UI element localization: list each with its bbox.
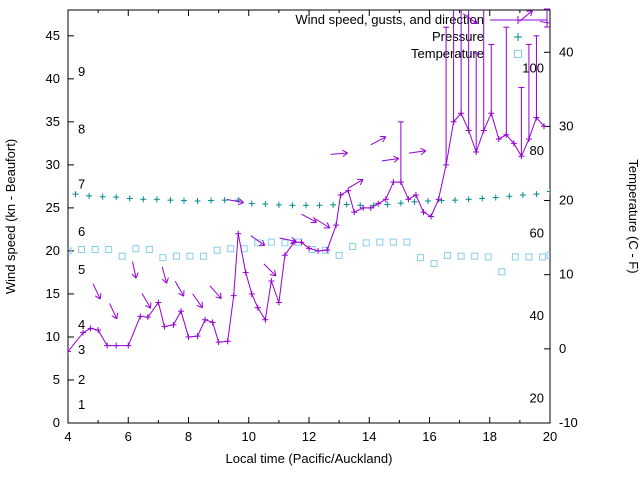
beaufort-label: 9 (78, 64, 85, 79)
x-tick-label: 4 (64, 429, 71, 444)
y-left-tick-label: 35 (46, 114, 60, 129)
plot-border (67, 9, 551, 424)
y-right-tick-label: 20 (559, 193, 573, 208)
fahrenheit-label: 20 (530, 390, 544, 405)
y-right-tick-label: 40 (559, 44, 573, 59)
series-temperature (68, 238, 550, 276)
x-tick-label: 12 (302, 429, 316, 444)
y-left-tick-label: 40 (46, 71, 60, 86)
legend-label-wind: Wind speed, gusts, and direction (295, 12, 484, 27)
beaufort-label: 6 (78, 224, 85, 239)
y-left-tick-label: 45 (46, 28, 60, 43)
y-left-tick-label: 25 (46, 200, 60, 215)
y-right-tick-label: 10 (559, 267, 573, 282)
x-tick-label: 14 (362, 429, 376, 444)
x-tick-label: 16 (422, 429, 436, 444)
beaufort-label: 7 (78, 177, 85, 192)
y-left-tick-label: 20 (46, 243, 60, 258)
y-left-tick-label: 5 (53, 372, 60, 387)
x-tick-label: 6 (125, 429, 132, 444)
beaufort-label: 2 (78, 372, 85, 387)
beaufort-scale-labels: 1 2 3 4 5 6 7 8 9 (78, 64, 85, 412)
fahrenheit-label: 80 (530, 143, 544, 158)
x-tick-label: 20 (543, 429, 557, 444)
y-right-tick-label: 0 (559, 341, 566, 356)
y-right-tick-label: 30 (559, 118, 573, 133)
y-right-axis-title: Temperature (C - F) (626, 159, 640, 273)
legend-label-temperature: Temperature (411, 46, 484, 61)
x-tick-label: 10 (242, 429, 256, 444)
wind-arrows (92, 10, 550, 320)
legend-label-pressure: Pressure (432, 29, 484, 44)
fahrenheit-label: 100 (522, 61, 544, 76)
x-axis-title: Local time (Pacific/Auckland) (226, 451, 393, 466)
series-wind (68, 110, 547, 355)
beaufort-label: 1 (78, 397, 85, 412)
x-tick-label: 18 (483, 429, 497, 444)
beaufort-label: 5 (78, 262, 85, 277)
wind-gusts (397, 10, 540, 183)
x-tick-label: 8 (185, 429, 192, 444)
series-pressure (72, 188, 550, 209)
axis-y-right: -10 0 10 20 30 40 Temperature (C - F) (544, 44, 640, 430)
y-left-tick-label: 0 (53, 415, 60, 430)
legend: Wind speed, gusts, and direction Pressure… (295, 8, 550, 61)
y-left-axis-title: Wind speed (kn - Beaufort) (3, 139, 18, 294)
y-left-tick-label: 10 (46, 329, 60, 344)
y-left-tick-label: 30 (46, 157, 60, 172)
beaufort-label: 4 (78, 317, 85, 332)
axis-y-left: 0 5 10 15 20 25 30 35 40 45 Wind speed (kn - Beauf… (3, 28, 74, 430)
fahrenheit-scale-labels: 20 40 60 80 100 (522, 61, 544, 406)
plot-area (68, 10, 550, 355)
y-left-tick-label: 15 (46, 286, 60, 301)
beaufort-label: 8 (78, 122, 85, 137)
beaufort-label: 3 (78, 342, 85, 357)
fahrenheit-label: 60 (530, 226, 544, 241)
y-right-tick-label: -10 (559, 415, 578, 430)
fahrenheit-label: 40 (530, 308, 544, 323)
